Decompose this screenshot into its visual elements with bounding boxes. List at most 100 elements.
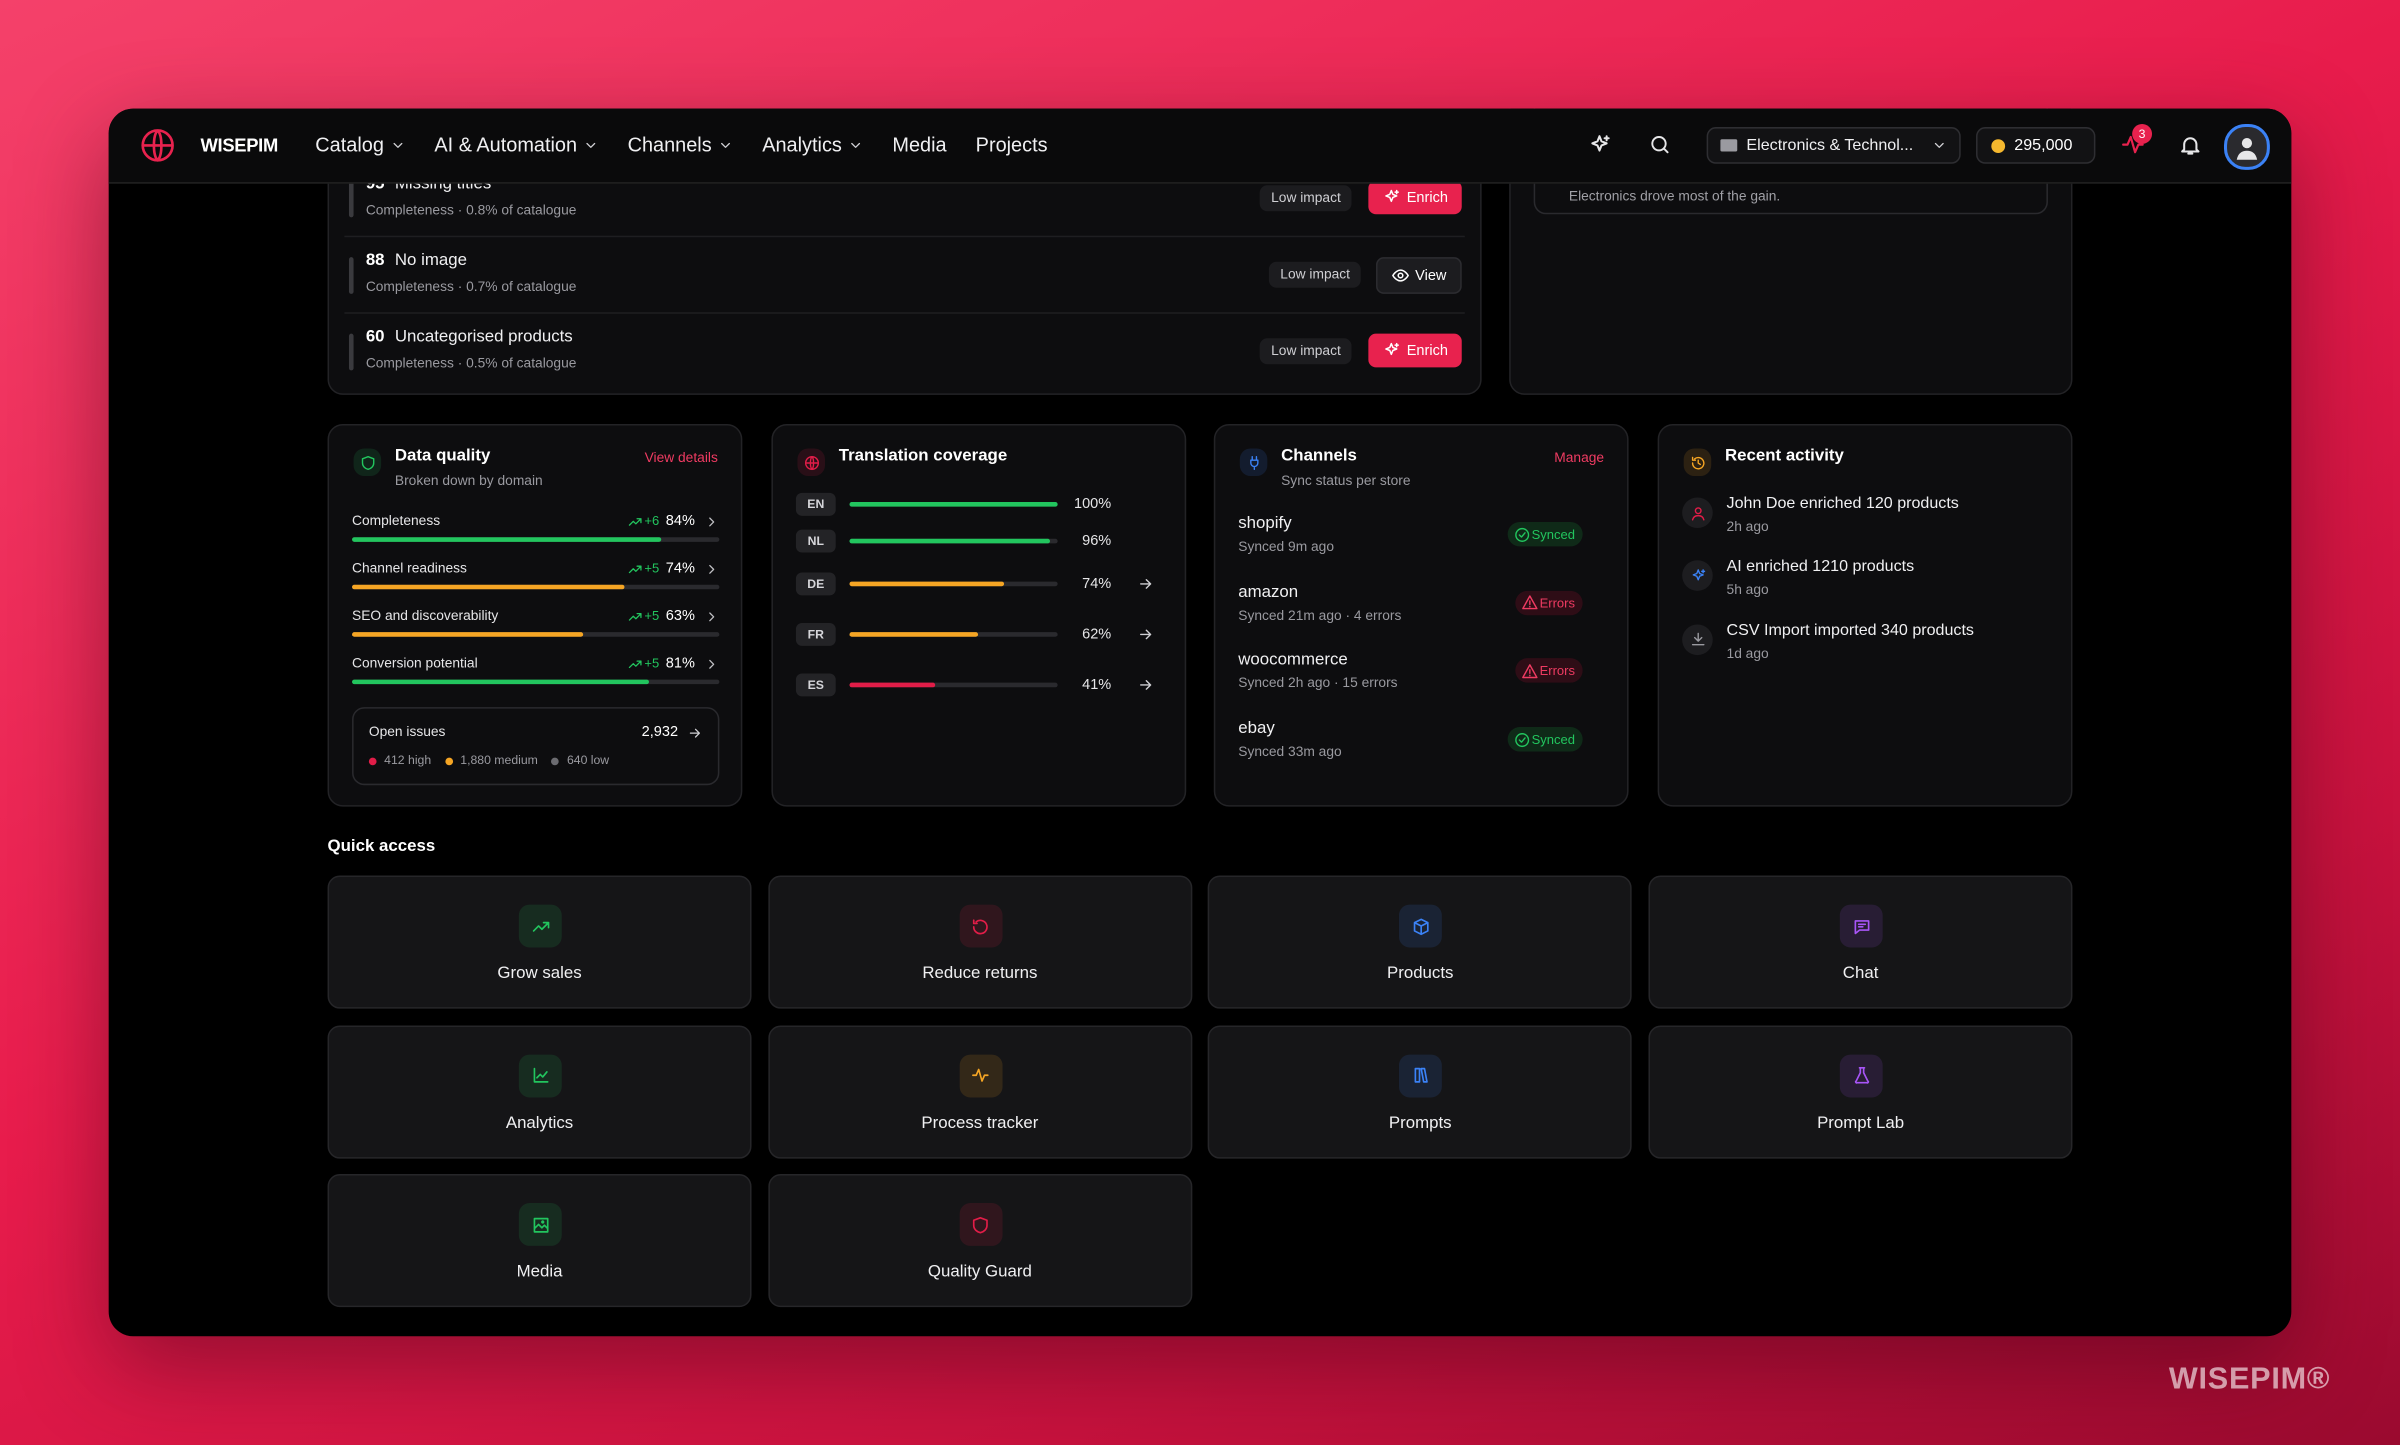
icon-shape <box>1691 506 1704 520</box>
credits-coin <box>1991 139 2006 154</box>
issue-title: No image <box>394 251 467 270</box>
icon-shape <box>1934 142 1944 148</box>
action-icon <box>1391 266 1409 284</box>
icon-box <box>1399 904 1443 948</box>
icon <box>628 518 642 526</box>
impact-chip: Low impact <box>1260 185 1352 212</box>
tile-label: Process tracker <box>921 1113 1039 1133</box>
channel-detail: Synced 9m ago <box>1238 538 1335 555</box>
icon-shape <box>1691 568 1705 581</box>
icon-shape <box>1854 1067 1869 1084</box>
quick-tile[interactable]: Quality Guard <box>767 1174 1192 1308</box>
card-subtitle: Sync status per store <box>1281 472 1411 489</box>
icon <box>709 659 715 669</box>
card-link[interactable]: View details <box>644 450 718 466</box>
quick-tile[interactable]: Reduce returns <box>767 875 1192 1009</box>
bar-track <box>352 632 720 637</box>
avatar[interactable] <box>2223 123 2270 170</box>
credits-value: 295,000 <box>2014 136 2073 155</box>
icon-box <box>959 1054 1003 1097</box>
channel-detail: Synced 33m ago <box>1238 744 1342 760</box>
card: Translation coverage EN 100% NL 96% DE 74% FR 62… <box>771 423 1187 807</box>
quick-tile[interactable]: Chat <box>1648 875 2073 1009</box>
bar-fill <box>352 679 650 685</box>
lang-chip: NL <box>795 529 836 553</box>
icon-box <box>1839 904 1883 948</box>
quick-tile[interactable]: Process tracker <box>767 1025 1192 1159</box>
row-arrow <box>704 609 719 624</box>
quick-tile[interactable]: Prompt Lab <box>1648 1025 2073 1159</box>
icon-shape <box>628 518 642 526</box>
bar-track <box>352 537 720 542</box>
nav-item[interactable]: Analytics <box>762 133 842 157</box>
lang-chip: EN <box>795 492 836 516</box>
row-arrow <box>1137 677 1154 694</box>
icon-box <box>959 1203 1003 1247</box>
icon-shape <box>1591 135 1610 152</box>
icon <box>532 921 549 931</box>
bar-track <box>849 682 1058 688</box>
coverage-value: 74% <box>1082 575 1112 593</box>
issue-detail: Completeness · 0.5% of catalogue <box>365 355 577 371</box>
icon <box>2181 137 2200 155</box>
credits[interactable]: 295,000 <box>1976 127 2096 164</box>
card-link[interactable]: Manage <box>1554 450 1605 466</box>
nav-item[interactable]: Catalog <box>315 133 384 157</box>
action-label: Enrich <box>1406 189 1448 206</box>
issue-accent <box>348 257 354 294</box>
quick-tile[interactable]: Products <box>1208 875 1633 1009</box>
nav-item[interactable]: AI & Automation <box>434 133 578 157</box>
icon <box>1140 629 1152 640</box>
bar-fill <box>352 584 624 590</box>
nav-item[interactable]: Projects <box>975 133 1048 157</box>
icon <box>1521 595 1538 610</box>
icon-shape <box>709 564 715 574</box>
status-icon <box>1513 526 1530 543</box>
search-button <box>1648 133 1671 156</box>
nav-item[interactable]: Channels <box>627 133 712 157</box>
icon-shape <box>141 129 174 162</box>
action-label: Enrich <box>1406 342 1448 359</box>
issue-action[interactable]: Enrich <box>1368 333 1462 368</box>
metric-label: SEO and discoverability <box>352 607 499 623</box>
icon-shape <box>1414 1068 1428 1084</box>
legend-dot <box>368 757 377 766</box>
tile-label: Media <box>516 1263 563 1282</box>
legend-dot <box>444 757 453 766</box>
action-label: View <box>1415 267 1447 284</box>
metric-score: 63% <box>665 607 695 625</box>
quick-tile[interactable]: Prompts <box>1208 1025 1633 1159</box>
channel-detail: Synced 2h ago · 15 errors <box>1238 675 1398 691</box>
status-badge: Synced <box>1507 727 1583 752</box>
icon-box <box>518 1203 562 1247</box>
metric-delta: +5 <box>644 607 660 623</box>
issue-accent <box>348 333 354 371</box>
bar-fill <box>352 537 661 542</box>
tile-label: Prompts <box>1388 1113 1452 1133</box>
issue-action[interactable]: View <box>1375 257 1462 294</box>
channel-name: amazon <box>1238 582 1299 602</box>
icon <box>972 1068 989 1083</box>
icon <box>1385 342 1400 356</box>
nav-item[interactable]: Media <box>892 133 947 157</box>
icon-shape <box>1651 136 1669 154</box>
activity-text: CSV Import imported 340 products <box>1726 620 1974 640</box>
quick-tile[interactable]: Grow sales <box>327 875 752 1009</box>
icon <box>1413 917 1429 935</box>
quick-tile[interactable]: Analytics <box>327 1025 752 1159</box>
issue-action[interactable]: Enrich <box>1368 180 1462 215</box>
icon <box>1140 680 1152 690</box>
impact-chip: Low impact <box>1269 261 1361 288</box>
icon <box>532 1068 548 1084</box>
store-chevron <box>1932 138 1947 153</box>
icon-shape <box>1691 455 1704 469</box>
icon <box>1140 579 1152 589</box>
icon-shape <box>1385 189 1400 203</box>
store-selector[interactable]: Electronics & Technol... <box>1706 127 1961 164</box>
open-issues[interactable]: Open issues 2,932 412 high 1,880 medium 640 … <box>352 707 720 786</box>
icon-shape <box>804 455 819 470</box>
quick-tile[interactable]: Media <box>327 1174 752 1308</box>
icon <box>1514 732 1529 747</box>
tile-label: Quality Guard <box>927 1263 1032 1282</box>
icon-shape <box>709 517 715 527</box>
